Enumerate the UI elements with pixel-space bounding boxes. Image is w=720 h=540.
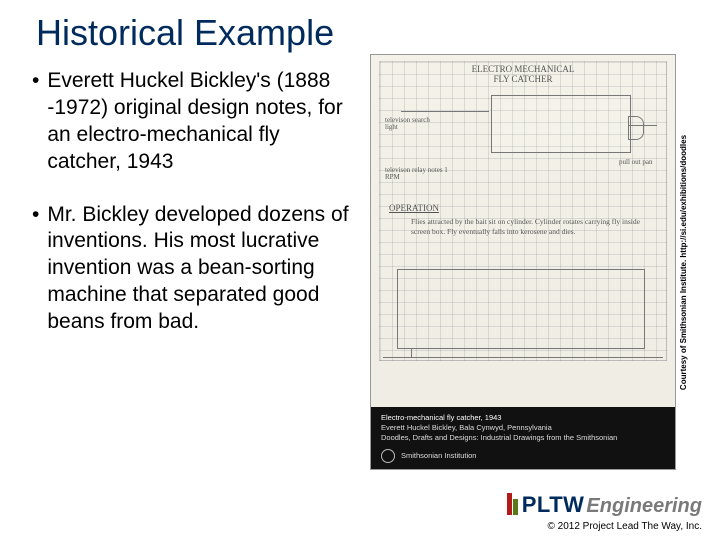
bullet-text: Everett Huckel Bickley's (1888 -1972) or…: [47, 68, 350, 176]
slide: Historical Example • Everett Huckel Bick…: [0, 0, 720, 540]
caption-line: Everett Huckel Bickley, Bala Cynwyd, Pen…: [381, 423, 665, 433]
caption-org-row: Smithsonian Institution: [381, 449, 665, 463]
image-credit-vertical: Courtesy of Smithsonian Institute. http:…: [676, 54, 692, 470]
leader-line: [629, 125, 657, 126]
bullet-dot: •: [32, 202, 39, 336]
logo-bar-icon: [513, 499, 518, 515]
bullet-dot: •: [32, 68, 39, 176]
bullet-list: • Everett Huckel Bickley's (1888 -1972) …: [30, 68, 350, 362]
copyright: © 2012 Project Lead The Way, Inc.: [548, 521, 703, 532]
brand-suffix: Engineering: [586, 495, 702, 518]
list-item: • Everett Huckel Bickley's (1888 -1972) …: [30, 68, 350, 176]
credit-text: Courtesy of Smithsonian Institute. http:…: [680, 134, 689, 389]
sketch-line: [411, 349, 412, 357]
sketch-device-box: [491, 95, 631, 153]
sketch-page: ELECTRO MECHANICAL FLY CATCHER televison…: [370, 54, 676, 470]
sketch-note: televison relay notes 1 RPM: [385, 167, 455, 182]
sketch-enclosure: [397, 269, 645, 349]
operation-text: Flies attracted by the bait sit on cylin…: [411, 217, 657, 237]
sketch-note: televison search light: [385, 117, 439, 132]
brand-text: PLTW: [522, 492, 585, 517]
brand-logo: PLTW Engineering: [507, 492, 702, 518]
bullet-text: Mr. Bickley developed dozens of inventio…: [47, 202, 350, 336]
leader-line: [401, 111, 489, 112]
smithsonian-sun-icon: [381, 449, 395, 463]
brand-mark: PLTW: [507, 492, 585, 518]
sketch-baseline: [383, 357, 663, 358]
image-caption: Electro-mechanical fly catcher, 1943 Eve…: [371, 407, 675, 469]
logo-bar-icon: [507, 493, 512, 515]
sketch-note: pull out pan: [619, 159, 669, 166]
operation-label: OPERATION: [389, 203, 439, 213]
page-title: Historical Example: [36, 12, 334, 54]
list-item: • Mr. Bickley developed dozens of invent…: [30, 202, 350, 336]
caption-line: Doodles, Drafts and Designs: Industrial …: [381, 433, 665, 443]
figure: ELECTRO MECHANICAL FLY CATCHER televison…: [370, 54, 688, 470]
caption-line: Electro-mechanical fly catcher, 1943: [381, 413, 665, 423]
sketch-heading: ELECTRO MECHANICAL FLY CATCHER: [472, 65, 575, 85]
caption-org: Smithsonian Institution: [401, 451, 476, 461]
